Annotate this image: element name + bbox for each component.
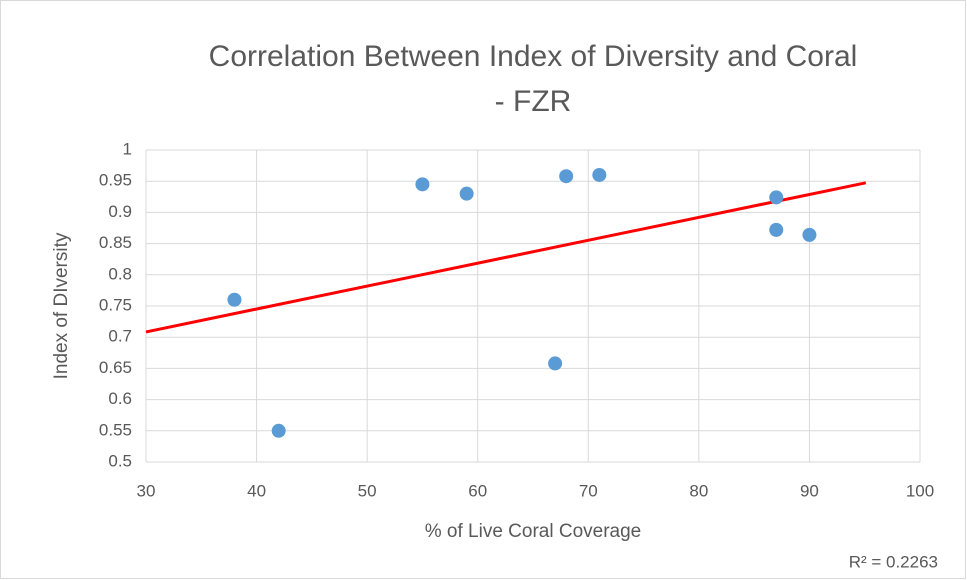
x-axis-label: % of Live Coral Coverage [425, 521, 642, 542]
y-tick-label: 0.5 [108, 451, 132, 470]
x-tick-label: 100 [906, 481, 934, 500]
x-tick-label: 70 [579, 481, 598, 500]
r-squared-label: R² = 0.2263 [849, 552, 938, 571]
y-tick-label: 0.9 [108, 202, 132, 221]
y-tick-label: 0.6 [108, 389, 132, 408]
y-tick-label: 0.75 [99, 295, 132, 314]
scatter-point [415, 177, 430, 192]
y-tick-label: 0.95 [99, 171, 132, 190]
scatter-point [559, 169, 574, 184]
scatter-point [227, 292, 242, 307]
y-tick-label: 1 [123, 139, 132, 158]
x-tick-label: 50 [358, 481, 377, 500]
scatter-point [592, 167, 607, 182]
scatter-point [769, 190, 784, 205]
scatter-point [802, 227, 817, 242]
scatter-point [459, 186, 474, 201]
y-tick-label: 0.8 [108, 264, 132, 283]
chart-title: Correlation Between Index of Diversity a… [209, 40, 858, 73]
x-tick-label: 30 [137, 481, 156, 500]
x-tick-label: 40 [247, 481, 266, 500]
x-tick-label: 80 [689, 481, 708, 500]
y-axis-label: Index of DIversity [51, 232, 72, 379]
y-tick-label: 0.85 [99, 233, 132, 252]
y-tick-label: 0.7 [108, 327, 132, 346]
scatter-point [769, 222, 784, 237]
chart-title: - FZR [495, 85, 572, 118]
x-tick-label: 60 [468, 481, 487, 500]
trendline [145, 181, 867, 334]
scatter-point [271, 423, 286, 438]
x-tick-label: 90 [800, 481, 819, 500]
y-tick-label: 0.55 [99, 420, 132, 439]
y-tick-label: 0.65 [99, 358, 132, 377]
scatter-point [548, 356, 563, 371]
